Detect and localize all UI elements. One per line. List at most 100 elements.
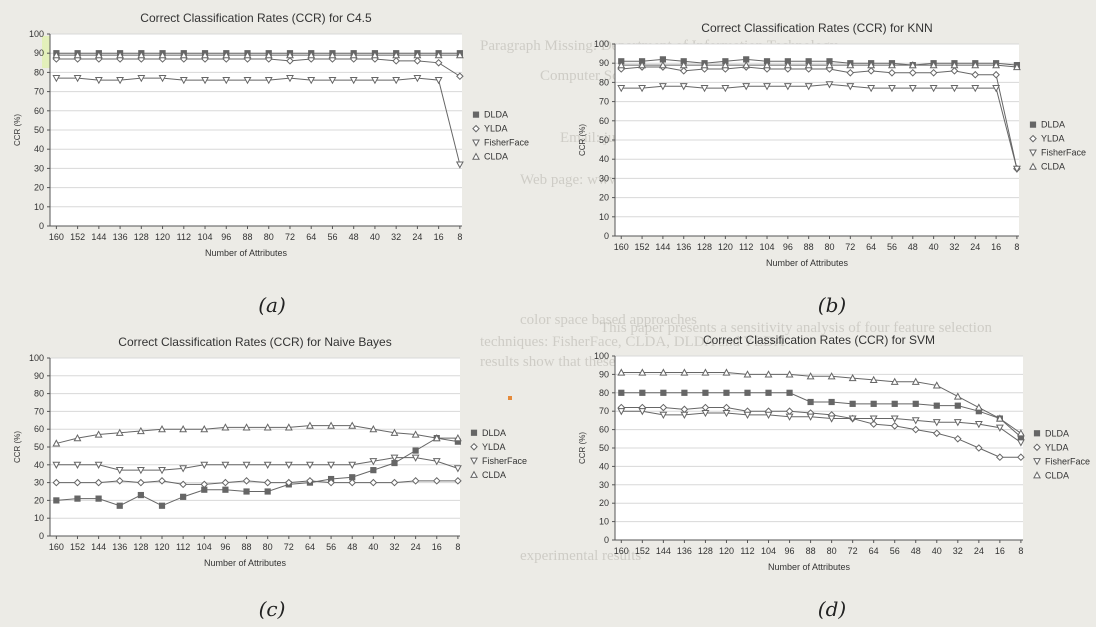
data-point-fisherface: [158, 467, 166, 475]
x-tick-label: 160: [49, 232, 64, 242]
data-point-clda: [867, 60, 876, 69]
data-point-dlda: [660, 389, 667, 396]
legend-marker-clda: [470, 470, 478, 478]
data-point-ylda: [911, 425, 920, 434]
y-tick-label: 40: [34, 460, 44, 470]
data-point-fisherface: [932, 419, 941, 427]
data-point-fisherface: [806, 413, 815, 421]
series-line-dlda: [56, 437, 458, 507]
data-point-ylda: [679, 67, 688, 75]
data-point-ylda: [285, 478, 293, 487]
data-point-fisherface: [995, 424, 1004, 432]
data-point-ylda: [390, 478, 399, 487]
data-point-clda: [971, 60, 980, 69]
data-point-fisherface: [370, 76, 379, 85]
data-point-ylda: [996, 453, 1004, 462]
y-axis-label: CCR (%): [578, 432, 587, 464]
legend-label: FisherFace: [1045, 456, 1090, 466]
y-tick-label: 60: [34, 424, 44, 434]
data-point-fisherface: [455, 161, 464, 169]
chart-panel-knn: Correct Classification Rates (CCR) for K…: [555, 0, 1095, 280]
legend-marker-dlda: [470, 429, 478, 436]
data-point-clda: [307, 50, 316, 59]
data-point-clda: [348, 421, 357, 429]
data-point-fisherface: [722, 409, 731, 418]
x-tick-label: 152: [70, 232, 85, 242]
data-point-ylda: [992, 70, 1000, 79]
x-tick-label: 64: [869, 546, 879, 556]
y-tick-label: 60: [599, 116, 609, 126]
data-point-dlda: [53, 497, 60, 504]
data-point-dlda: [158, 502, 166, 509]
x-tick-label: 144: [655, 242, 670, 252]
series-line-fisherface: [56, 77, 461, 165]
data-point-ylda: [413, 57, 422, 65]
legend-label: YLDA: [1045, 442, 1069, 452]
data-point-fisherface: [617, 85, 626, 93]
data-point-fisherface: [179, 465, 188, 473]
data-point-clda: [73, 50, 82, 59]
data-point-fisherface: [115, 467, 124, 475]
data-point-clda: [950, 60, 959, 69]
data-point-clda: [743, 370, 752, 378]
x-tick-label: 56: [890, 546, 900, 556]
y-tick-label: 10: [34, 202, 44, 212]
data-point-dlda: [222, 486, 229, 493]
data-point-fisherface: [908, 85, 917, 93]
data-point-fisherface: [764, 411, 773, 420]
data-point-dlda: [870, 400, 877, 407]
x-axis-label: Number of Attributes: [205, 248, 288, 258]
data-point-fisherface: [137, 75, 146, 83]
caption-b: (b): [817, 293, 847, 317]
x-tick-label: 56: [887, 242, 897, 252]
y-tick-label: 90: [34, 371, 44, 381]
data-point-ylda: [137, 478, 145, 487]
data-point-fisherface: [1012, 165, 1021, 173]
data-point-clda: [722, 368, 731, 376]
data-point-ylda: [52, 478, 61, 487]
y-tick-label: 90: [34, 48, 44, 58]
x-tick-label: 80: [827, 546, 837, 556]
bg-text-line: experimental results: [520, 548, 642, 564]
x-tick-label: 16: [432, 542, 442, 552]
data-point-clda: [846, 60, 855, 69]
y-tick-label: 60: [599, 425, 609, 435]
x-tick-label: 152: [635, 242, 650, 252]
x-tick-label: 152: [635, 546, 650, 556]
legend-marker-fisherface: [472, 139, 480, 147]
data-point-ylda: [888, 68, 896, 77]
x-tick-label: 48: [349, 232, 359, 242]
data-point-clda: [932, 381, 941, 389]
legend-marker-clda: [1033, 471, 1041, 479]
legend-marker-fisherface: [470, 457, 478, 465]
data-point-ylda: [846, 68, 855, 77]
data-point-clda: [908, 60, 917, 69]
legend-marker-dlda: [472, 111, 480, 118]
x-tick-label: 136: [112, 542, 127, 552]
scan-speck: [508, 396, 512, 400]
data-point-fisherface: [348, 461, 357, 469]
x-tick-label: 48: [347, 542, 357, 552]
x-tick-label: 8: [457, 232, 462, 242]
data-point-fisherface: [950, 85, 959, 93]
y-tick-label: 100: [29, 29, 44, 39]
data-point-ylda: [953, 434, 962, 443]
data-point-dlda: [116, 502, 123, 509]
data-point-clda: [742, 60, 751, 69]
legend-marker-dlda: [1029, 121, 1037, 128]
y-tick-label: 30: [599, 173, 609, 183]
series-line-fisherface: [56, 457, 459, 471]
data-point-fisherface: [638, 85, 647, 93]
data-point-ylda: [327, 478, 335, 487]
data-point-ylda: [115, 477, 124, 485]
x-tick-label: 24: [412, 232, 422, 242]
data-point-fisherface: [679, 83, 688, 91]
data-point-ylda: [975, 444, 983, 452]
data-point-clda: [638, 60, 647, 69]
legend-label: DLDA: [482, 428, 506, 438]
data-point-clda: [869, 375, 878, 384]
data-point-fisherface: [867, 85, 876, 93]
data-point-fisherface: [763, 83, 771, 91]
data-point-clda: [115, 428, 124, 436]
y-tick-label: 100: [29, 353, 44, 363]
